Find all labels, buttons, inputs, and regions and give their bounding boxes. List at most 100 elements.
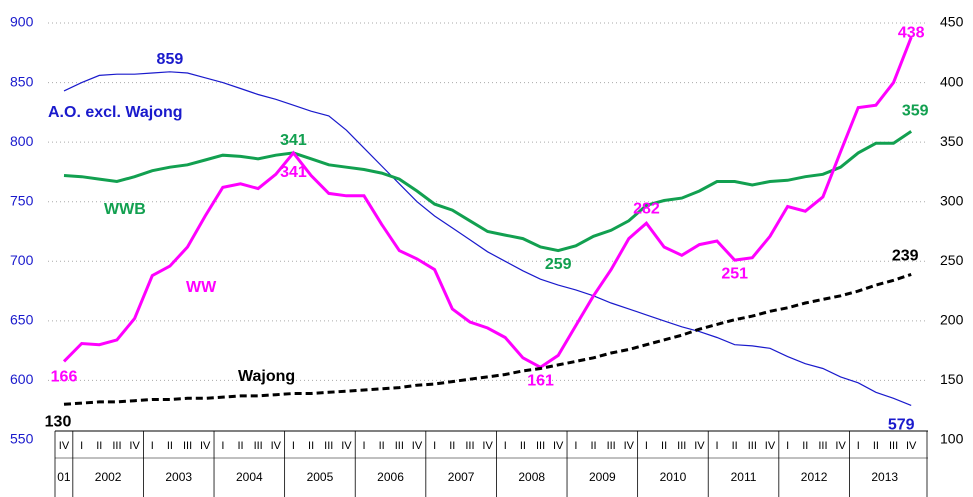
x-tick-label: I [786,440,789,452]
x-tick-label: IV [200,440,211,452]
y-tick-label: 650 [10,312,34,328]
x-tick-label: I [504,440,507,452]
x-tick-label: I [433,440,436,452]
y2-tick-label: 200 [940,312,964,328]
series-line [63,272,912,406]
x-tick-label: III [748,440,757,452]
year-label: 2010 [660,470,687,484]
x-tick-label: IV [59,440,70,452]
data-label: 579 [888,417,915,434]
x-tick-label: IV [271,440,282,452]
x-tick-label: II [661,440,667,452]
y-tick-label: 800 [10,133,34,149]
series-name: Wajong [238,368,295,385]
x-tick-label: II [873,440,879,452]
year-label: 2008 [518,470,545,484]
x-tick-label: III [395,440,404,452]
x-tick-label: IV [694,440,705,452]
y-tick-label: 750 [10,192,34,208]
data-label: 341 [280,132,307,149]
x-tick-label: III [677,440,686,452]
year-label: 2002 [95,470,122,484]
x-tick-label: IV [835,440,846,452]
year-label: 2011 [731,470,757,484]
x-tick-label: II [167,440,173,452]
data-label: 161 [527,373,554,390]
year-label: 2005 [307,470,334,484]
x-tick-label: II [237,440,243,452]
y-tick-label: 600 [10,371,34,387]
x-tick-label: I [857,440,860,452]
data-label: 130 [45,413,72,430]
y-tick-label: 550 [10,431,34,447]
x-tick-label: IV [906,440,917,452]
y-tick-label: 900 [10,14,34,30]
x-tick-label: III [112,440,121,452]
year-label: 2012 [801,470,828,484]
year-label: 2006 [377,470,404,484]
x-tick-label: III [889,440,898,452]
y2-tick-label: 350 [940,133,964,149]
x-tick-label: IV [341,440,352,452]
x-tick-label: III [254,440,263,452]
x-tick-label: I [645,440,648,452]
series-name: WW [186,279,217,296]
x-axis-table [55,431,928,497]
x-tick-label: II [379,440,385,452]
x-tick-label: III [324,440,333,452]
x-tick-label: I [151,440,154,452]
series-name: A.O. excl. Wajong [48,104,183,121]
x-tick-label: IV [482,440,493,452]
year-label: 2013 [871,470,898,484]
y2-tick-label: 150 [940,371,964,387]
x-tick-label: I [221,440,224,452]
series-name: WWB [104,201,146,218]
x-tick-label: II [590,440,596,452]
x-tick-label: III [818,440,827,452]
series-line [63,130,913,253]
data-label: 282 [633,200,660,217]
x-tick-label: IV [412,440,423,452]
data-label: 438 [898,25,925,42]
y2-tick-label: 400 [940,73,964,89]
x-tick-label: IV [624,440,635,452]
x-tick-label: III [607,440,616,452]
y2-tick-label: 450 [940,14,964,30]
year-label: 2003 [165,470,192,484]
x-tick-label: II [449,440,455,452]
x-tick-label: I [574,440,577,452]
y-tick-label: 850 [10,73,34,89]
series-line [63,71,912,406]
x-tick-label: I [292,440,295,452]
x-tick-label: II [732,440,738,452]
x-tick-label: III [183,440,192,452]
year-label: 01 [57,470,71,484]
x-tick-label: III [465,440,474,452]
x-tick-label: II [802,440,808,452]
x-tick-label: I [363,440,366,452]
data-label: 359 [902,103,929,120]
year-label: 2009 [589,470,616,484]
y2-tick-label: 300 [940,192,964,208]
x-tick-label: II [520,440,526,452]
data-label: 166 [51,369,78,386]
x-tick-label: II [308,440,314,452]
y2-tick-label: 250 [940,252,964,268]
x-tick-label: II [96,440,102,452]
data-label: 239 [892,248,919,265]
data-label: 259 [545,256,572,273]
data-label: 859 [157,51,184,68]
x-tick-label: IV [765,440,776,452]
year-label: 2004 [236,470,263,484]
y2-tick-label: 100 [940,431,964,447]
x-tick-label: I [80,440,83,452]
x-tick-label: IV [553,440,564,452]
series-line [62,36,913,370]
data-label: 341 [280,164,307,181]
data-label: 251 [721,265,748,282]
year-label: 2007 [448,470,475,484]
x-tick-label: III [536,440,545,452]
x-tick-label: I [716,440,719,452]
y-tick-label: 700 [10,252,34,268]
